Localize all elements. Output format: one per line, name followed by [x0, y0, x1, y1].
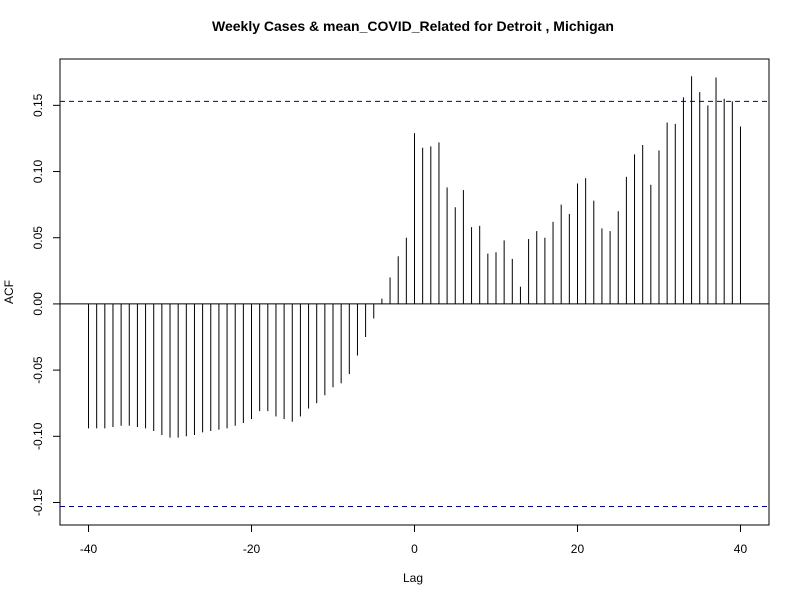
y-axis: -0.15 -0.10 -0.05 0.00 0.05 0.10 0.15	[31, 93, 61, 516]
y-tick-label: -0.15	[31, 488, 45, 516]
x-axis: -40 -20 0 20 40	[80, 524, 748, 556]
x-axis-label: Lag	[403, 571, 423, 585]
y-axis-label: ACF	[2, 280, 16, 304]
confidence-bounds	[60, 100, 769, 507]
acf-bars	[88, 76, 741, 438]
x-tick-label: -40	[80, 542, 98, 556]
y-tick-label: 0.05	[31, 226, 45, 250]
x-tick-label: 0	[411, 542, 418, 556]
x-tick-label: 40	[734, 542, 748, 556]
y-tick-label: 0.00	[31, 292, 45, 316]
y-tick-label: 0.15	[31, 93, 45, 117]
x-tick-label: -20	[243, 542, 261, 556]
y-tick-label: 0.10	[31, 160, 45, 184]
y-tick-label: -0.05	[31, 356, 45, 384]
y-tick-label: -0.10	[31, 422, 45, 450]
chart-title: Weekly Cases & mean_COVID_Related for De…	[212, 18, 614, 34]
x-tick-label: 20	[571, 542, 585, 556]
